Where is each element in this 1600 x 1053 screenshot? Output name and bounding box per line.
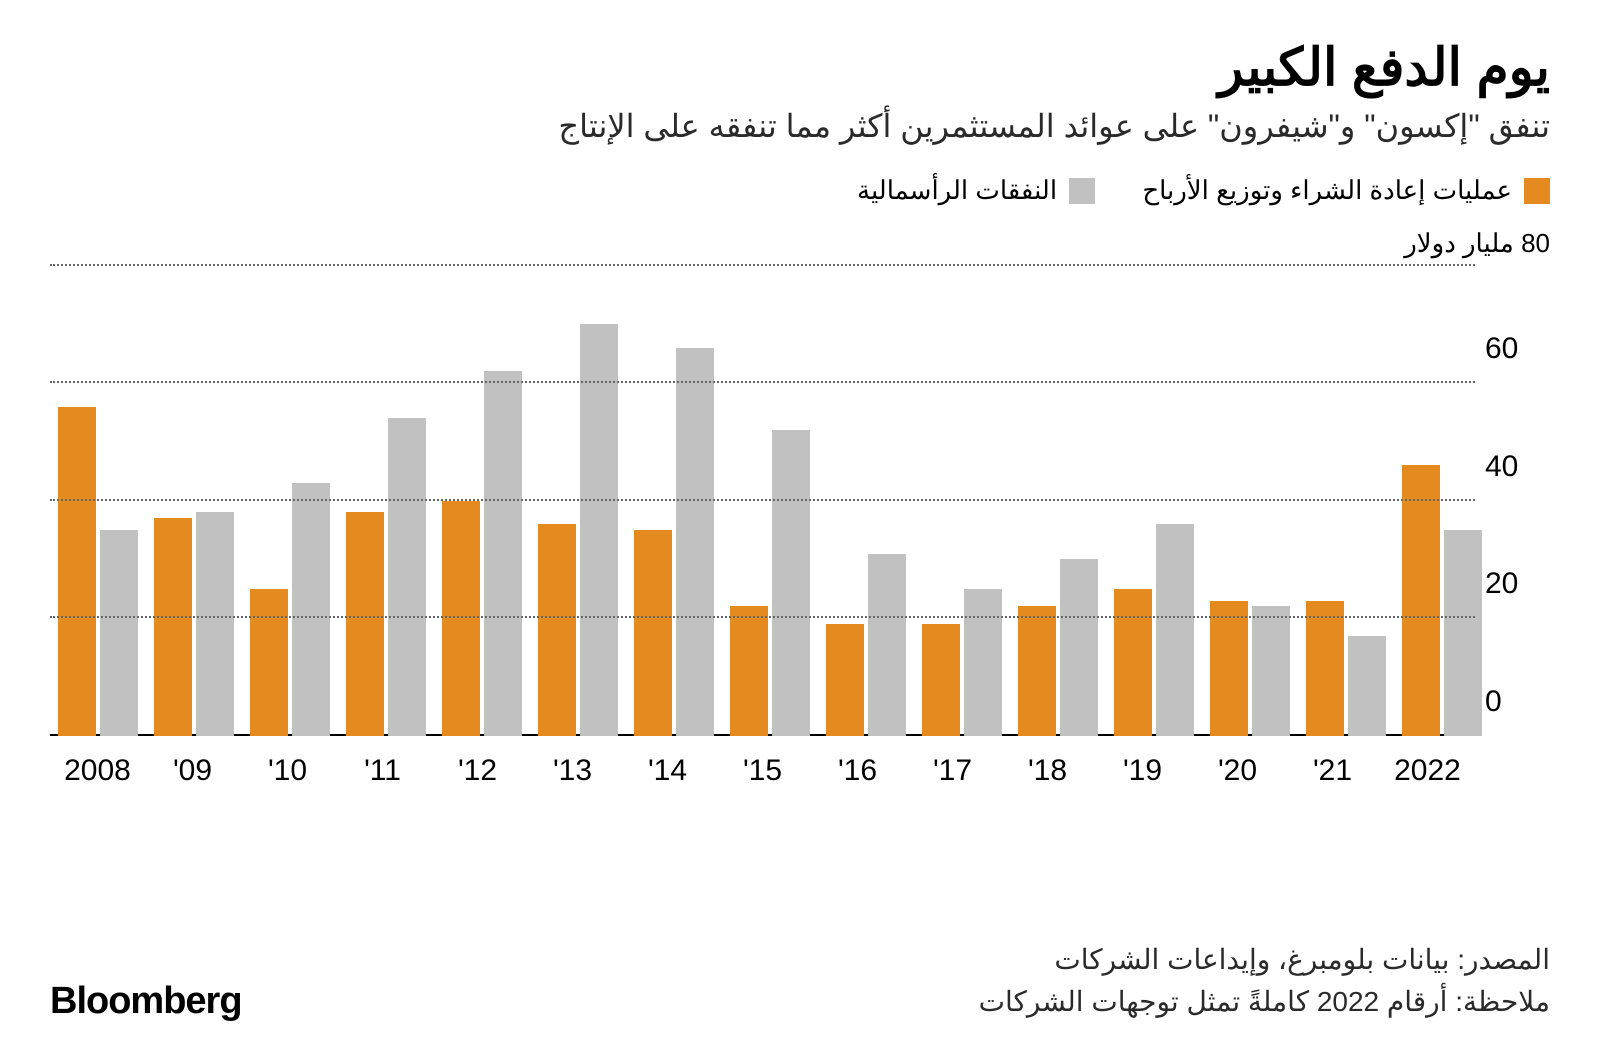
bar-buybacks xyxy=(1114,589,1152,736)
bar-capex xyxy=(580,324,618,735)
brand-logo: Bloomberg xyxy=(50,980,242,1023)
bar-capex xyxy=(1156,524,1194,736)
bar-capex xyxy=(292,483,330,736)
gridline xyxy=(50,616,1475,618)
bar-buybacks xyxy=(1402,465,1440,735)
bar-buybacks xyxy=(442,501,480,736)
bar-buybacks xyxy=(154,518,192,735)
bar-capex xyxy=(388,418,426,735)
x-tick-label: '15 xyxy=(715,736,810,796)
bar-buybacks xyxy=(730,606,768,735)
legend-label-buybacks: عمليات إعادة الشراء وتوزيع الأرباح xyxy=(1142,175,1512,206)
bar-capex xyxy=(964,589,1002,736)
gridline xyxy=(50,264,1475,266)
bar-buybacks xyxy=(1018,606,1056,735)
bar-buybacks xyxy=(1306,601,1344,736)
year-group xyxy=(914,266,1010,736)
bar-capex xyxy=(676,348,714,736)
x-tick-label: '09 xyxy=(145,736,240,796)
year-group xyxy=(818,266,914,736)
legend-item-buybacks: عمليات إعادة الشراء وتوزيع الأرباح xyxy=(1142,175,1550,206)
bar-buybacks xyxy=(1210,601,1248,736)
year-group xyxy=(338,266,434,736)
x-tick-label: 2022 xyxy=(1380,736,1475,796)
plot-area: 0204060 xyxy=(50,266,1475,736)
bar-buybacks xyxy=(922,624,960,736)
legend: عمليات إعادة الشراء وتوزيع الأرباح النفق… xyxy=(50,175,1550,211)
gridline xyxy=(50,499,1475,501)
x-tick-label: 2008 xyxy=(50,736,145,796)
year-group xyxy=(530,266,626,736)
year-group xyxy=(1298,266,1394,736)
year-group xyxy=(242,266,338,736)
year-group xyxy=(1202,266,1298,736)
y-tick-label: 60 xyxy=(1485,332,1550,366)
note-text: ملاحظة: أرقام 2022 كاملةً تمثل توجهات ال… xyxy=(979,981,1550,1023)
x-tick-label: '11 xyxy=(335,736,430,796)
gridline xyxy=(50,381,1475,383)
legend-swatch-buybacks xyxy=(1524,178,1550,204)
bar-buybacks xyxy=(250,589,288,736)
year-group xyxy=(50,266,146,736)
x-tick-label: '17 xyxy=(905,736,1000,796)
legend-label-capex: النفقات الرأسمالية xyxy=(857,175,1057,206)
bar-capex xyxy=(772,430,810,736)
year-group xyxy=(1106,266,1202,736)
year-group xyxy=(1010,266,1106,736)
footer-text: المصدر: بيانات بلومبرغ، وإيداعات الشركات… xyxy=(979,939,1550,1023)
bars-container xyxy=(50,266,1475,736)
y-tick-label: 20 xyxy=(1485,567,1550,601)
y-axis-unit-label: 80 مليار دولار xyxy=(1404,228,1550,259)
legend-item-capex: النفقات الرأسمالية xyxy=(857,175,1095,206)
bar-capex xyxy=(868,554,906,736)
x-tick-label: '21 xyxy=(1285,736,1380,796)
bar-capex xyxy=(484,371,522,735)
year-group xyxy=(1394,266,1490,736)
x-tick-label: '13 xyxy=(525,736,620,796)
x-tick-label: '12 xyxy=(430,736,525,796)
footer: Bloomberg المصدر: بيانات بلومبرغ، وإيداع… xyxy=(50,939,1550,1023)
source-text: المصدر: بيانات بلومبرغ، وإيداعات الشركات xyxy=(979,939,1550,981)
x-tick-label: '10 xyxy=(240,736,335,796)
y-tick-label: 0 xyxy=(1485,685,1550,719)
legend-swatch-capex xyxy=(1069,178,1095,204)
year-group xyxy=(434,266,530,736)
x-tick-label: '16 xyxy=(810,736,905,796)
bar-buybacks xyxy=(826,624,864,736)
chart-title: يوم الدفع الكبير xyxy=(50,40,1550,97)
year-group xyxy=(626,266,722,736)
bar-buybacks xyxy=(58,407,96,736)
bar-buybacks xyxy=(346,512,384,735)
x-tick-label: '14 xyxy=(620,736,715,796)
bar-capex xyxy=(1444,530,1482,736)
bar-capex xyxy=(196,512,234,735)
bar-buybacks xyxy=(538,524,576,736)
chart-area: 80 مليار دولار 0204060 2008'09'10'11'12'… xyxy=(50,236,1550,796)
x-tick-label: '20 xyxy=(1190,736,1285,796)
x-tick-label: '19 xyxy=(1095,736,1190,796)
year-group xyxy=(722,266,818,736)
bar-capex xyxy=(1060,559,1098,735)
chart-subtitle: تنفق "إكسون" و"شيفرون" على عوائد المستثم… xyxy=(50,107,1550,145)
x-tick-label: '18 xyxy=(1000,736,1095,796)
bar-capex xyxy=(100,530,138,736)
x-axis-labels: 2008'09'10'11'12'13'14'15'16'17'18'19'20… xyxy=(50,736,1475,796)
year-group xyxy=(146,266,242,736)
y-tick-label: 40 xyxy=(1485,450,1550,484)
bar-capex xyxy=(1252,606,1290,735)
bar-capex xyxy=(1348,636,1386,736)
bar-buybacks xyxy=(634,530,672,736)
